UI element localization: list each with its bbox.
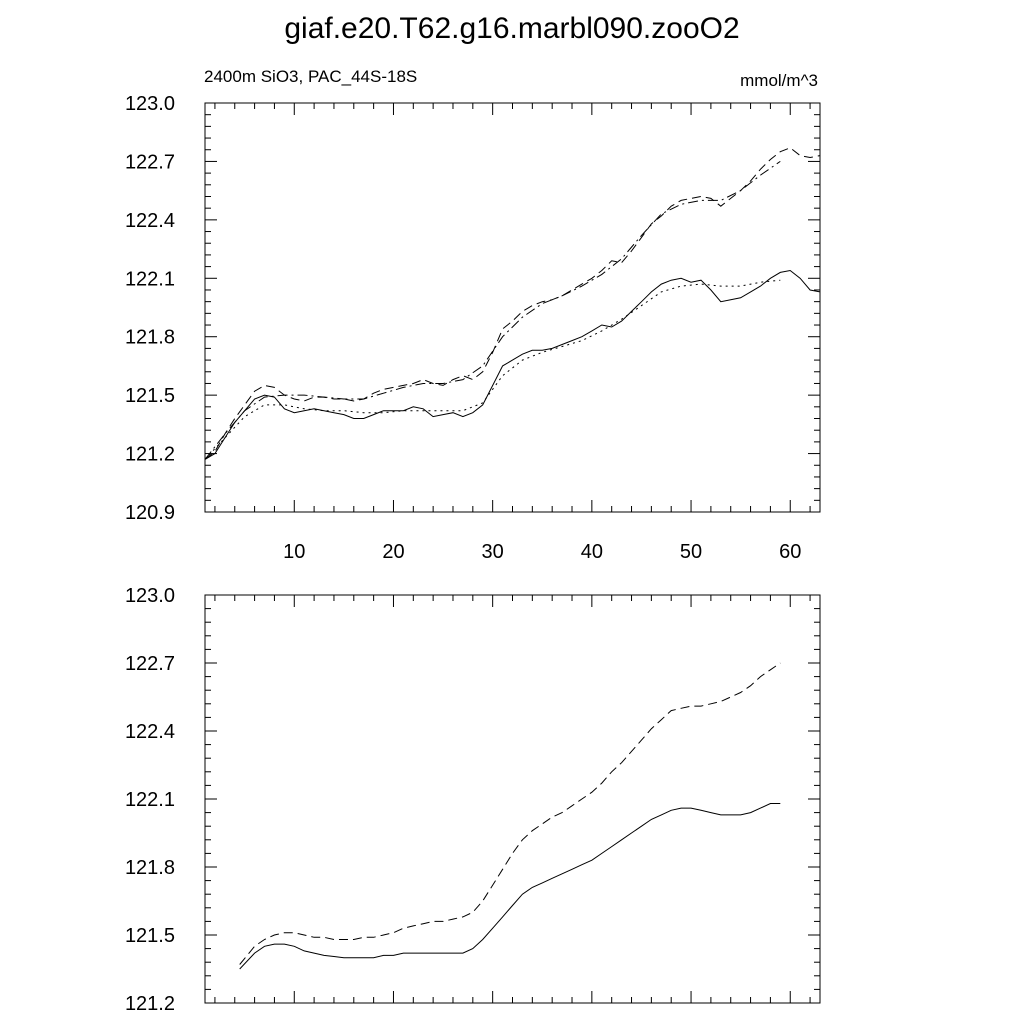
chart-title: giaf.e20.T62.g16.marbl090.zooO2 xyxy=(284,12,739,45)
series-line-solid xyxy=(239,803,781,970)
series-line-dashed xyxy=(239,662,781,965)
y-tick-label: 123.0 xyxy=(125,93,175,115)
series-line-dotted xyxy=(204,279,781,460)
y-tick-label: 121.5 xyxy=(125,385,175,407)
y-tick-label: 121.8 xyxy=(125,327,175,349)
y-tick-label: 121.2 xyxy=(125,993,175,1015)
bottom-panel: 121.2 121.5 121.8 122.1 122.4 122.7 123.0 xyxy=(125,585,821,1015)
top-left-label: 2400m SiO3, PAC_44S-18S xyxy=(204,67,417,86)
x-tick-label: 40 xyxy=(581,541,603,563)
x-tick-label: 20 xyxy=(382,541,404,563)
y-tick-label: 122.7 xyxy=(125,653,175,675)
y-tick-label: 121.2 xyxy=(125,444,175,466)
series-line-dashed xyxy=(204,147,821,460)
x-tick-label: 30 xyxy=(482,541,504,563)
y-tick-label: 122.1 xyxy=(125,789,175,811)
x-tick-label: 60 xyxy=(779,541,801,563)
y-tick-label: 122.1 xyxy=(125,268,175,290)
y-tick-label: 123.0 xyxy=(125,585,175,607)
y-tick-label: 120.9 xyxy=(125,502,175,524)
plot-frame xyxy=(204,594,821,1004)
units-label: mmol/m^3 xyxy=(740,71,818,90)
y-tick-label: 121.5 xyxy=(125,925,175,947)
series-line-dashdot xyxy=(204,160,781,460)
top-panel: 120.9 121.2 121.5 121.8 122.1 122.4 122.7 123.0… xyxy=(125,93,821,563)
series-line-solid xyxy=(204,269,821,460)
plot-frame xyxy=(204,102,821,513)
y-tick-label: 122.4 xyxy=(125,210,175,232)
x-tick-label: 50 xyxy=(680,541,702,563)
y-tick-label: 122.7 xyxy=(125,151,175,173)
y-tick-label: 122.4 xyxy=(125,721,175,743)
y-tick-label: 121.8 xyxy=(125,857,175,879)
x-tick-label: 10 xyxy=(283,541,305,563)
